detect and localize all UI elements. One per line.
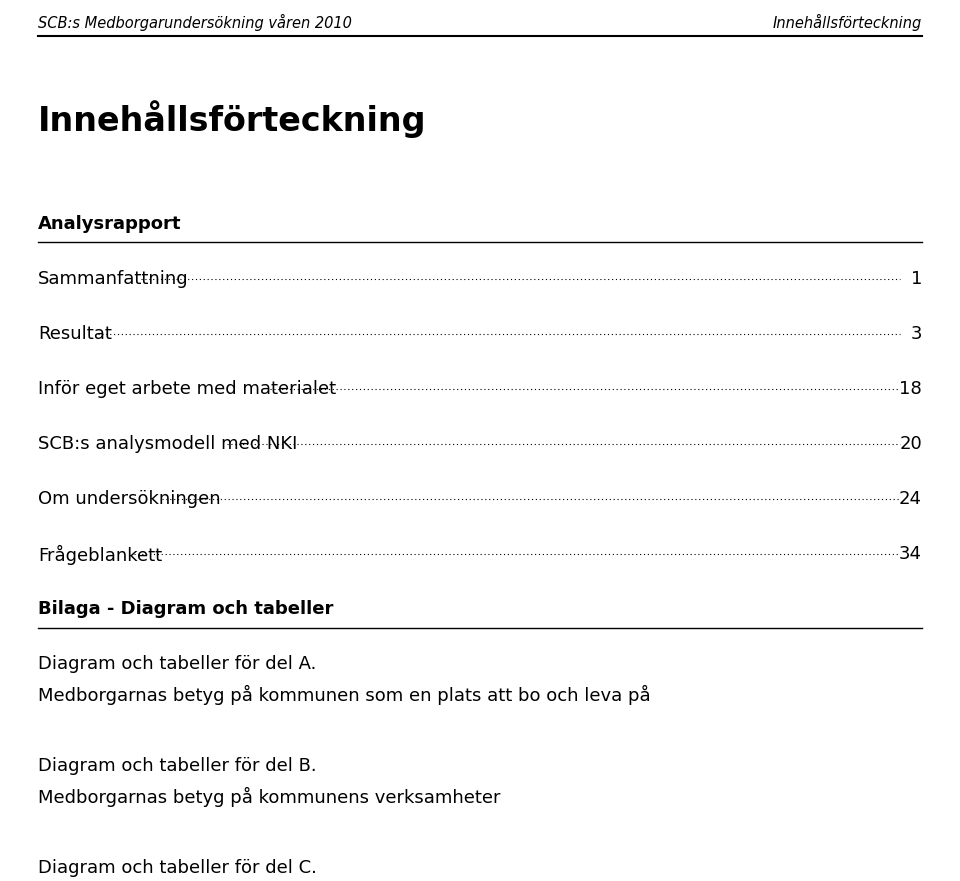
- Text: Resultat: Resultat: [38, 325, 112, 343]
- Text: Diagram och tabeller för del C.: Diagram och tabeller för del C.: [38, 859, 317, 877]
- Text: Diagram och tabeller för del B.: Diagram och tabeller för del B.: [38, 757, 317, 775]
- Text: Bilaga - Diagram och tabeller: Bilaga - Diagram och tabeller: [38, 600, 333, 618]
- Text: Frågeblankett: Frågeblankett: [38, 545, 162, 565]
- Text: Medborgarnas betyg på kommunen som en plats att bo och leva på: Medborgarnas betyg på kommunen som en pl…: [38, 685, 651, 705]
- Text: Diagram och tabeller för del A.: Diagram och tabeller för del A.: [38, 655, 317, 673]
- Text: Om undersökningen: Om undersökningen: [38, 490, 221, 508]
- Text: Innehållsförteckning: Innehållsförteckning: [38, 100, 426, 137]
- Text: SCB:s Medborgarundersökning våren 2010: SCB:s Medborgarundersökning våren 2010: [38, 14, 352, 31]
- Text: 24: 24: [899, 490, 922, 508]
- Text: Analysrapport: Analysrapport: [38, 215, 181, 233]
- Text: 1: 1: [911, 270, 922, 288]
- Text: Sammanfattning: Sammanfattning: [38, 270, 188, 288]
- Text: 18: 18: [900, 380, 922, 398]
- Text: 3: 3: [910, 325, 922, 343]
- Text: Innehållsförteckning: Innehållsförteckning: [773, 14, 922, 31]
- Text: Medborgarnas betyg på kommunens verksamheter: Medborgarnas betyg på kommunens verksamh…: [38, 787, 500, 807]
- Text: 34: 34: [899, 545, 922, 563]
- Text: Inför eget arbete med materialet: Inför eget arbete med materialet: [38, 380, 336, 398]
- Text: SCB:s analysmodell med NKI: SCB:s analysmodell med NKI: [38, 435, 298, 453]
- Text: 20: 20: [900, 435, 922, 453]
